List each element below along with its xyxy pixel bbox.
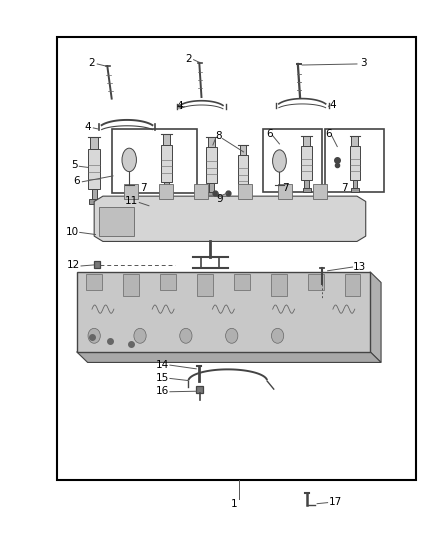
Bar [160, 274, 176, 290]
Text: 5: 5 [71, 160, 78, 170]
Circle shape [272, 328, 284, 343]
Text: 2: 2 [88, 58, 95, 68]
Bar [161, 145, 172, 182]
Ellipse shape [272, 150, 286, 172]
Polygon shape [370, 272, 381, 362]
Text: 17: 17 [328, 497, 342, 507]
Polygon shape [94, 196, 366, 241]
Bar [239, 197, 247, 202]
Text: 9: 9 [216, 194, 223, 204]
Bar [238, 184, 252, 199]
Bar [208, 136, 215, 147]
Bar [234, 274, 250, 290]
Circle shape [88, 328, 100, 343]
Bar [209, 183, 214, 192]
Text: 7: 7 [282, 183, 289, 192]
Bar [353, 180, 357, 188]
Bar [196, 386, 203, 393]
Bar [351, 135, 358, 146]
Bar [301, 146, 312, 180]
Bar [94, 261, 100, 268]
Text: 12: 12 [67, 261, 80, 270]
Bar [241, 189, 245, 197]
Bar [278, 184, 292, 199]
Bar [194, 184, 208, 199]
Text: 6: 6 [266, 130, 273, 139]
Circle shape [226, 328, 238, 343]
Bar [77, 272, 370, 352]
Text: 4: 4 [84, 122, 91, 132]
Bar [303, 188, 311, 192]
Text: 6: 6 [325, 130, 332, 139]
Bar [163, 134, 170, 146]
Bar [92, 189, 97, 198]
Bar [313, 184, 327, 199]
Bar [90, 137, 98, 149]
Bar [159, 184, 173, 199]
Text: 4: 4 [176, 101, 183, 110]
Bar [86, 274, 102, 290]
Text: 10: 10 [66, 227, 79, 237]
Text: 13: 13 [353, 262, 366, 271]
Bar [240, 145, 247, 155]
Text: 15: 15 [155, 373, 169, 383]
Bar [271, 274, 286, 296]
Bar [345, 274, 360, 296]
Bar [303, 135, 310, 146]
Text: 14: 14 [155, 360, 169, 369]
Circle shape [134, 328, 146, 343]
Bar [162, 191, 171, 196]
Bar [325, 129, 384, 192]
Bar [124, 184, 138, 199]
Bar [99, 207, 134, 236]
Text: 4: 4 [329, 100, 336, 110]
Bar [164, 182, 169, 191]
Bar [197, 274, 213, 296]
Text: 3: 3 [360, 58, 367, 68]
Text: 7: 7 [140, 183, 147, 193]
Bar [207, 192, 216, 197]
Bar [89, 199, 99, 204]
Bar [304, 180, 309, 188]
Bar [308, 274, 324, 290]
Bar [350, 146, 360, 180]
Bar [88, 149, 100, 189]
Bar [351, 188, 359, 192]
Bar [112, 129, 197, 193]
Bar [123, 274, 139, 296]
Text: 2: 2 [185, 54, 192, 63]
Text: 16: 16 [155, 386, 169, 396]
Text: 8: 8 [215, 131, 223, 141]
Polygon shape [77, 352, 381, 362]
Text: 11: 11 [125, 197, 138, 206]
Bar [57, 37, 416, 480]
Circle shape [180, 328, 192, 343]
Ellipse shape [122, 148, 136, 172]
Text: 6: 6 [73, 176, 80, 186]
Text: 7: 7 [341, 183, 348, 192]
Bar [238, 155, 248, 189]
Bar [206, 147, 217, 183]
Text: 1: 1 [231, 499, 238, 508]
Bar [263, 129, 322, 192]
